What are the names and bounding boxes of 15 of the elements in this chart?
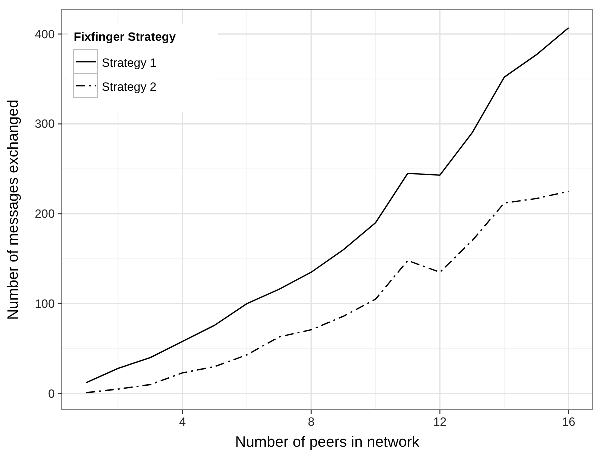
y-tick-label: 200 xyxy=(34,207,56,222)
legend-label: Strategy 2 xyxy=(102,80,158,94)
x-axis-title: Number of peers in network xyxy=(235,434,420,451)
y-tick-label: 0 xyxy=(48,386,56,401)
y-tick-label: 300 xyxy=(34,117,56,132)
x-tick-label: 12 xyxy=(433,415,448,429)
x-tick-label: 16 xyxy=(562,415,576,429)
line-series xyxy=(85,190,570,394)
y-axis-title: Number of messages exchanged xyxy=(5,100,22,320)
y-tick-label: 400 xyxy=(34,27,56,42)
legend-label: Strategy 1 xyxy=(102,56,158,70)
y-tick-label: 100 xyxy=(34,296,56,311)
x-tick-label: 4 xyxy=(179,415,186,429)
x-tick-label: 8 xyxy=(308,415,316,429)
legend-title: Fixfinger Strategy xyxy=(74,30,176,44)
